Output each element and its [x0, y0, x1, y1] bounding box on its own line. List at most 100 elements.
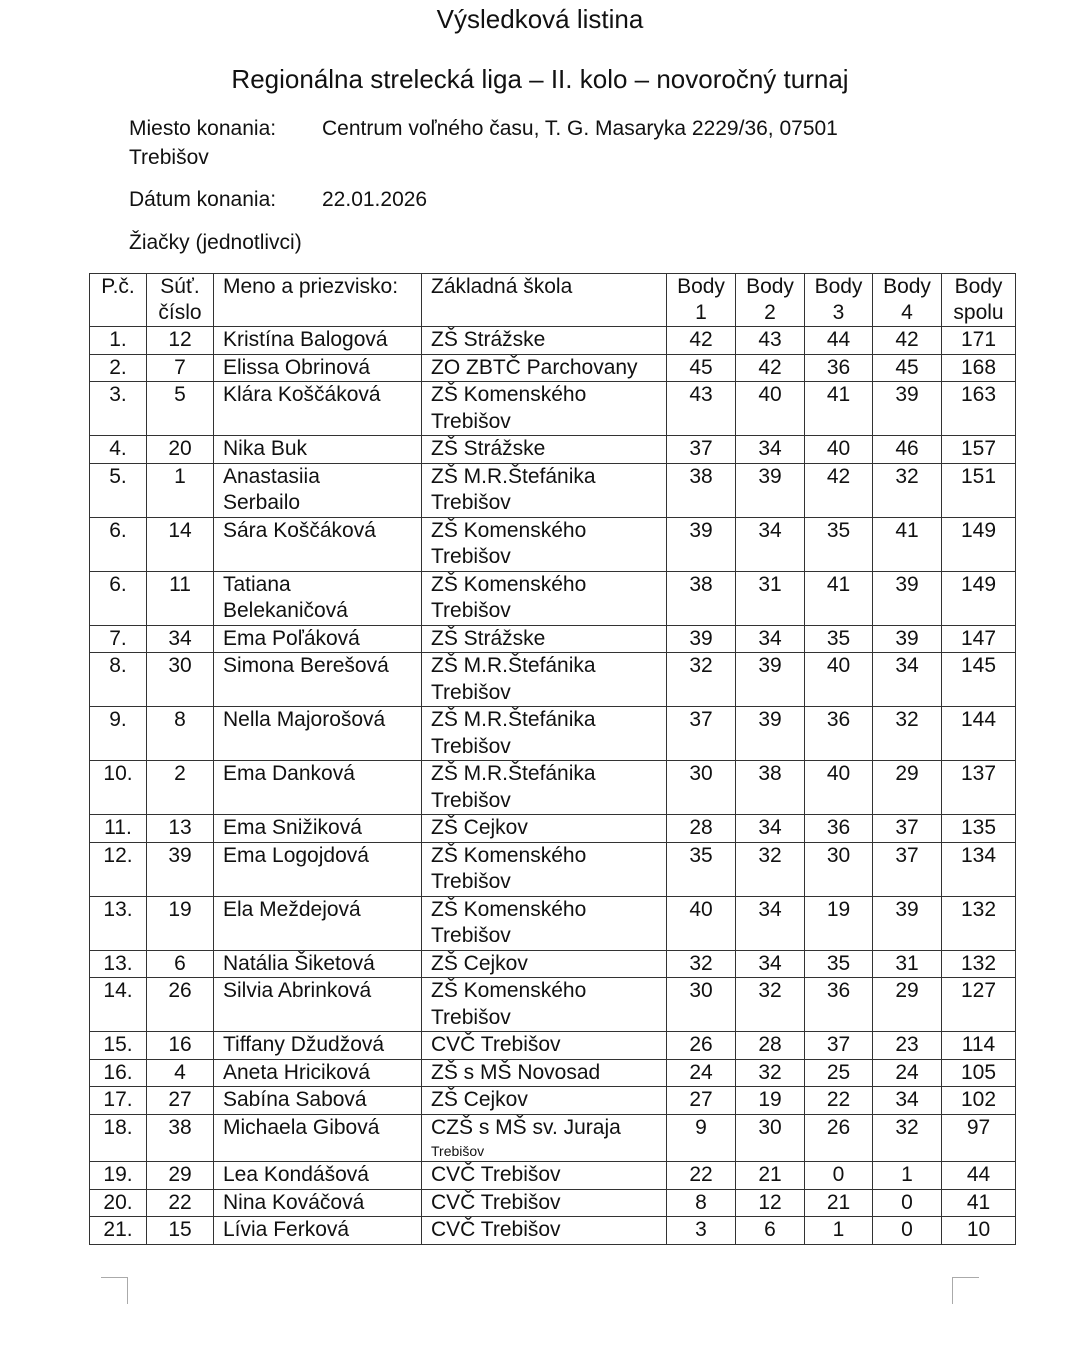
points-4-cell: 46: [872, 435, 942, 464]
name-cell: Nella Majorošová: [213, 706, 422, 761]
points-2-cell: 38: [735, 760, 805, 815]
points-total-cell: 134: [941, 841, 1016, 897]
points-3-cell: 21: [804, 1188, 873, 1217]
points-1-cell: 38: [666, 462, 736, 518]
school-name: CVČ Trebišov: [431, 1190, 561, 1214]
points-2-cell: 43: [735, 326, 805, 355]
school-cell: CVČ Trebišov: [421, 1188, 667, 1217]
header-points-4: Body 4: [872, 273, 942, 327]
school-cell: ZŠ M.R.Štefánika Trebišov: [421, 706, 667, 761]
points-4-cell: 1: [872, 1161, 942, 1190]
school-name: CVČ Trebišov: [431, 1163, 561, 1186]
rank-cell: 16.: [89, 1058, 147, 1087]
document-title: Výsledková listina: [436, 4, 644, 34]
venue-value: Centrum voľného času, T. G. Masaryka 222…: [322, 117, 838, 140]
points-3-cell: 40: [804, 435, 873, 464]
table-row: 9. 8 Nella Majorošová ZŠ M.R.Štefánika Treb…: [89, 706, 1016, 761]
points-1-cell: 43: [666, 381, 736, 436]
rank-cell: 5.: [89, 462, 147, 518]
points-4-cell: 41: [872, 516, 942, 572]
name-cell: Kristína Balogová: [213, 326, 422, 355]
page-corner-mark-right: [952, 1277, 979, 1304]
results-table: P.č. Súť. číslo Meno a priezvisko: Základná…: [89, 273, 1016, 1245]
points-total-cell: 41: [941, 1188, 1016, 1217]
rank-cell: 4.: [89, 435, 147, 464]
rank-cell: 7.: [89, 624, 147, 653]
rank-cell: 6.: [89, 516, 147, 572]
school-name: CVČ Trebišov: [431, 1218, 561, 1241]
points-4-cell: 0: [872, 1188, 942, 1217]
points-1-cell: 30: [666, 977, 736, 1032]
points-3-cell: 40: [804, 760, 873, 815]
points-4-cell: 29: [872, 977, 942, 1032]
number-cell: 4: [146, 1058, 214, 1087]
school-cell: ZŠ Komenského Trebišov: [421, 381, 667, 436]
table-row: 21. 15 Lívia Ferková CVČ Trebišov 3 6 1 0 10: [89, 1216, 1016, 1245]
points-2-cell: 39: [735, 706, 805, 761]
points-3-cell: 36: [804, 977, 873, 1032]
points-total-cell: 151: [941, 462, 1016, 518]
points-2-cell: 32: [735, 977, 805, 1032]
name-cell: Ema Danková: [213, 760, 422, 815]
school-cell: ZŠ Strážske: [421, 624, 667, 653]
points-1-cell: 26: [666, 1031, 736, 1060]
school-name: ZŠ Strážske: [431, 626, 546, 650]
venue-label: Miesto konania:: [129, 117, 277, 140]
points-2-cell: 34: [735, 624, 805, 653]
table-header-row: P.č. Súť. číslo Meno a priezvisko: Základná…: [89, 273, 1016, 327]
points-total-cell: 149: [941, 570, 1016, 626]
number-cell: 26: [146, 977, 214, 1032]
rank-cell: 1.: [89, 326, 147, 355]
name-cell: Ema Poľáková: [213, 624, 422, 653]
points-2-cell: 34: [735, 435, 805, 464]
number-cell: 22: [146, 1188, 214, 1217]
points-2-cell: 34: [735, 814, 805, 843]
points-total-cell: 114: [941, 1031, 1016, 1060]
name-cell: Nika Buk: [213, 435, 422, 464]
rank-cell: 9.: [89, 706, 147, 761]
table-row: 13. 19 Ela Meždejová ZŠ Komenského Trebišov…: [89, 895, 1016, 951]
points-1-cell: 28: [666, 814, 736, 843]
number-cell: 15: [146, 1216, 214, 1245]
number-cell: 16: [146, 1031, 214, 1060]
rank-cell: 14.: [89, 977, 147, 1032]
points-2-cell: 21: [735, 1161, 805, 1190]
table-row: 3. 5 Klára Koščáková ZŠ Komenského Trebišov…: [89, 381, 1016, 436]
points-1-cell: 37: [666, 435, 736, 464]
points-1-cell: 45: [666, 353, 736, 382]
school-name: ZŠ Strážske: [431, 437, 546, 460]
table-row: 4. 20 Nika Buk ZŠ Strážske 37 34 40 46 157: [89, 435, 1016, 464]
rank-cell: 17.: [89, 1086, 147, 1115]
school-note: Trebišov: [431, 1143, 485, 1159]
table-row: 11. 13 Ema Snižiková ZŠ Cejkov 28 34 36 37 135: [89, 814, 1016, 843]
points-total-cell: 144: [941, 706, 1016, 761]
rank-cell: 11.: [89, 814, 147, 843]
points-1-cell: 40: [666, 895, 736, 951]
table-row: 6. 14 Sára Koščáková ZŠ Komenského Trebišov…: [89, 516, 1016, 572]
header-points-2: Body 2: [735, 273, 805, 327]
points-2-cell: 42: [735, 353, 805, 382]
table-row: 5. 1 Anastasiia Serbailo ZŠ M.R.Štefánika T…: [89, 462, 1016, 518]
page-corner-mark-left: [101, 1277, 128, 1304]
name-cell: Natália Šiketová: [213, 949, 422, 978]
points-total-cell: 10: [941, 1216, 1016, 1245]
table-row: 19. 29 Lea Kondášová CVČ Trebišov 22 21 0 1 44: [89, 1161, 1016, 1190]
points-2-cell: 19: [735, 1086, 805, 1115]
header-points-total: Body spolu: [941, 273, 1016, 327]
header-name: Meno a priezvisko:: [213, 273, 422, 327]
points-total-cell: 132: [941, 895, 1016, 951]
number-cell: 29: [146, 1161, 214, 1190]
table-row: 1. 12 Kristína Balogová ZŠ Strážske 42 43 44 42…: [89, 326, 1016, 355]
school-name: ZŠ Komenského Trebišov: [431, 518, 587, 569]
school-name: ZŠ Strážske: [431, 328, 546, 351]
number-cell: 20: [146, 435, 214, 464]
table-row: 10. 2 Ema Danková ZŠ M.R.Štefánika Trebišov…: [89, 760, 1016, 815]
rank-cell: 12.: [89, 841, 147, 897]
points-total-cell: 163: [941, 381, 1016, 436]
number-cell: 13: [146, 814, 214, 843]
rank-cell: 8.: [89, 652, 147, 707]
points-4-cell: 32: [872, 1113, 942, 1162]
school-cell: ZŠ Cejkov: [421, 814, 667, 843]
points-4-cell: 34: [872, 652, 942, 707]
points-4-cell: 31: [872, 949, 942, 978]
